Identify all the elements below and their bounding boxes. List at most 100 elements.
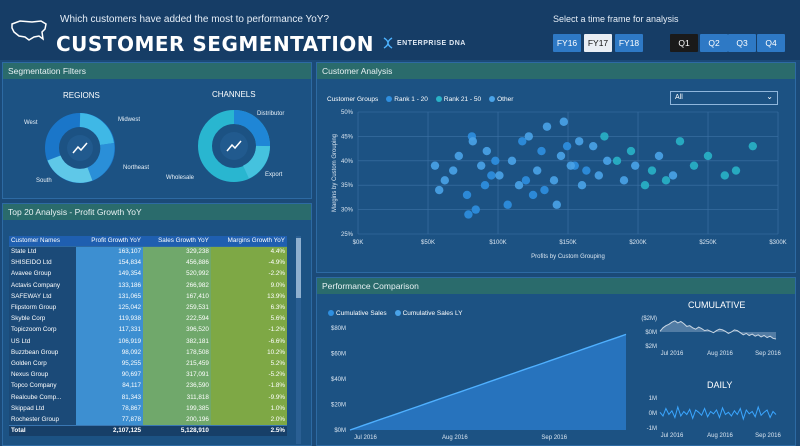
region-label-northeast[interactable]: Northeast — [123, 165, 150, 171]
cell-sales-growth: 311,818 — [142, 391, 211, 403]
col-sales-growth[interactable]: Sales Growth YoY — [142, 236, 211, 247]
table-row[interactable]: Nexus Group 90,697 317,091 -5.2% — [9, 369, 287, 381]
customer-scatter-chart[interactable]: 25% 30% 35% 40% 45% 50% $0K $50K $100K $150K $200K… — [316, 104, 796, 272]
table-row[interactable]: Golden Corp 95,255 215,459 5.2% — [9, 357, 287, 370]
cell-sales-growth: 200,196 — [142, 413, 211, 425]
region-label-west[interactable]: West — [24, 120, 38, 126]
x-tick-label: Sep 2016 — [755, 433, 781, 439]
scatter-point — [528, 190, 538, 200]
table-row[interactable]: SHISEIDO Ltd 154,834 456,886 -4.9% — [9, 257, 287, 269]
scatter-point — [521, 176, 531, 185]
table-row[interactable]: State Ltd 163,107 329,238 4.4% — [9, 246, 287, 258]
scatter-point — [514, 181, 524, 190]
y-tick-label: 50% — [341, 110, 354, 116]
fy18-button[interactable]: FY18 — [615, 34, 643, 52]
scatter-point — [600, 132, 609, 141]
fy17-button[interactable]: FY17 — [584, 34, 612, 52]
cell-sales-growth: 215,459 — [142, 357, 211, 370]
table-row[interactable]: Avavee Group 149,354 520,992 -2.2% — [9, 268, 287, 280]
table-row[interactable]: SAFEWAY Ltd 131,065 167,410 13.9% — [9, 290, 287, 302]
page-title: CUSTOMER SEGMENTATION — [56, 32, 375, 56]
table-row[interactable]: Actavis Company 133,186 266,982 9.0% — [9, 279, 287, 291]
scatter-point — [575, 137, 584, 146]
cell-customer-name: Nexus Group — [9, 369, 77, 381]
table-scrollbar[interactable] — [296, 236, 301, 444]
brand-logo: ENTERPRISE DNA — [382, 37, 466, 49]
col-margins-growth[interactable]: Margins Growth YoY — [210, 236, 287, 247]
y-tick-label: 0M — [649, 411, 657, 417]
q2-button[interactable]: Q2 — [700, 34, 728, 52]
cumulative-line-chart[interactable]: ($2M) $0M $2M Jul 2016 Aug 2016 Sep 2016 — [636, 312, 796, 362]
scatter-point — [631, 161, 640, 170]
legend-cumulative-sales-ly[interactable]: Cumulative Sales LY — [394, 310, 462, 317]
total-cell: 5,128,910 — [142, 424, 211, 437]
scatter-point — [440, 176, 449, 185]
cell-sales-growth: 199,385 — [142, 402, 211, 414]
table-row[interactable]: US Ltd 106,919 382,181 -6.6% — [9, 335, 287, 347]
channel-label-wholesale[interactable]: Wholesale — [166, 175, 195, 181]
table-row[interactable]: Flipstorm Group 125,042 259,531 6.3% — [9, 301, 287, 314]
total-cell: Total — [9, 424, 77, 437]
channels-donut[interactable] — [194, 106, 274, 186]
daily-line-chart[interactable]: 1M 0M -1M Jul 2016 Aug 2016 Sep 2016 — [636, 392, 796, 446]
brand-name: ENTERPRISE DNA — [397, 39, 466, 47]
legend-rank1[interactable]: Rank 1 - 20 — [386, 96, 428, 103]
y-tick-label: $0M — [645, 330, 657, 336]
q3-button[interactable]: Q3 — [728, 34, 756, 52]
fy16-button[interactable]: FY16 — [553, 34, 581, 52]
table-row[interactable]: Rochester Group 77,878 200,196 2.0% — [9, 413, 287, 425]
cell-sales-growth: 178,508 — [142, 346, 211, 358]
scatter-point — [491, 156, 500, 165]
table-row[interactable]: Topiczoom Corp 117,331 396,520 -1.2% — [9, 324, 287, 336]
regions-donut[interactable] — [40, 110, 120, 188]
legend-other[interactable]: Other — [489, 96, 513, 103]
scatter-point — [589, 141, 598, 151]
table-row[interactable]: Skyble Corp 119,938 222,594 5.6% — [9, 313, 287, 325]
col-customer-names[interactable]: Customer Names — [9, 236, 77, 247]
x-axis-label: Profits by Custom Grouping — [531, 254, 605, 260]
scatter-point — [471, 205, 480, 214]
q1-button[interactable]: Q1 — [670, 34, 698, 52]
region-slice-northeast — [86, 142, 115, 181]
table-row[interactable]: Realcube Comp... 81,343 311,818 -9.9% — [9, 391, 287, 403]
customer-filter-dropdown[interactable]: All ⌄ — [670, 91, 778, 105]
table-row[interactable]: Buzzbean Group 98,092 178,508 10.2% — [9, 346, 287, 358]
scatter-point — [654, 151, 664, 161]
cell-margins-growth: -1.8% — [210, 380, 287, 392]
scatter-point — [482, 146, 491, 156]
scatter-point — [612, 156, 622, 165]
cell-profit-growth: 125,042 — [76, 301, 143, 314]
region-label-midwest[interactable]: Midwest — [118, 117, 141, 123]
channel-label-export[interactable]: Export — [265, 172, 283, 178]
cell-margins-growth: 5.2% — [210, 357, 287, 370]
cell-sales-growth: 222,594 — [142, 313, 211, 325]
y-tick-label: $20M — [331, 403, 346, 409]
x-tick-label: $200K — [629, 240, 646, 246]
cell-customer-name: Topco Company — [9, 380, 77, 392]
scatter-point — [537, 146, 546, 156]
scatter-point — [748, 141, 757, 151]
q4-button[interactable]: Q4 — [757, 34, 785, 52]
x-tick-label: $0K — [353, 240, 364, 246]
cell-customer-name: Realcube Comp... — [9, 391, 77, 403]
cell-profit-growth: 98,092 — [76, 346, 143, 358]
scatter-point — [562, 141, 572, 151]
col-profit-growth[interactable]: Profit Growth YoY — [76, 236, 143, 247]
channel-label-distributor[interactable]: Distributor — [257, 111, 285, 117]
table-scrollbar-thumb[interactable] — [296, 238, 301, 298]
cell-margins-growth: 13.9% — [210, 290, 287, 302]
legend-cumulative-sales[interactable]: Cumulative Sales — [328, 310, 387, 317]
table-row[interactable]: Skippad Ltd 78,867 199,385 1.0% — [9, 402, 287, 414]
table-row[interactable]: Topco Company 84,117 236,590 -1.8% — [9, 380, 287, 392]
cell-sales-growth: 236,590 — [142, 380, 211, 392]
scatter-point — [647, 166, 657, 175]
cell-profit-growth: 119,938 — [76, 313, 143, 325]
scatter-point — [503, 200, 512, 209]
legend-rank21[interactable]: Rank 21 - 50 — [435, 96, 481, 103]
dropdown-value: All — [675, 94, 683, 101]
region-label-south[interactable]: South — [36, 178, 52, 184]
scatter-point — [626, 146, 636, 156]
x-tick-label: $250K — [699, 240, 716, 246]
scatter-point — [661, 176, 671, 185]
performance-area-chart[interactable]: $0M $20M $40M $60M $80M Jul 2016 Aug 2016 Sep 2… — [316, 318, 636, 446]
